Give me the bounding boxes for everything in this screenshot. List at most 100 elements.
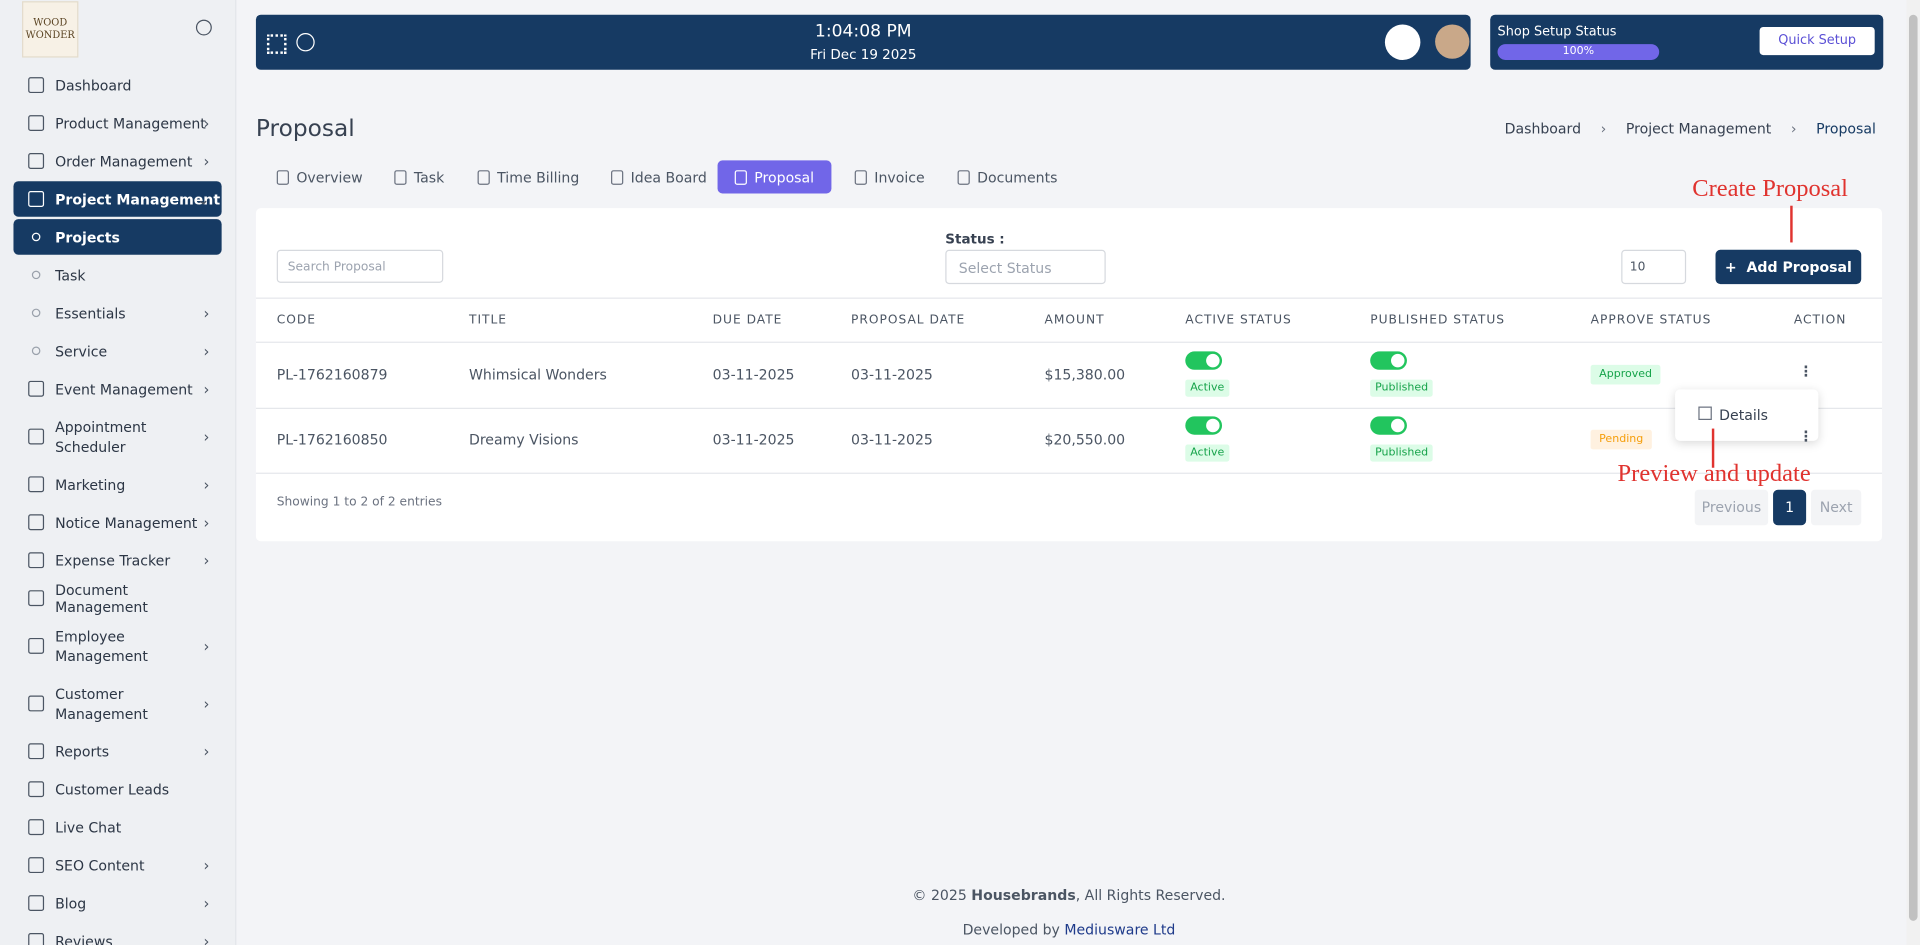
menu-item[interactable]: Essentials › [13, 295, 221, 331]
collapse-button[interactable] [195, 19, 212, 36]
status-select[interactable]: Select Status [945, 249, 1106, 285]
toggle[interactable] [1185, 351, 1223, 370]
menu-item[interactable]: Reports › [13, 733, 221, 769]
menu-label: Reviews [55, 932, 113, 945]
logo-text: WONDER [25, 29, 75, 41]
menu-item[interactable]: Product Management › [13, 105, 221, 141]
apps-icon[interactable] [266, 34, 287, 54]
add-proposal-button[interactable]: + Add Proposal [1715, 249, 1862, 285]
tab[interactable]: Proposal [717, 160, 832, 194]
menu-item[interactable]: Order Management › [13, 143, 221, 179]
tab[interactable]: Idea Board [594, 160, 724, 193]
developer-link[interactable]: Mediusware Ltd [1064, 920, 1176, 938]
cell: Dreamy Visions [468, 431, 579, 449]
column-header[interactable]: PROPOSAL DATE [851, 313, 966, 327]
column-header[interactable]: AMOUNT [1044, 313, 1105, 327]
tab-icon [276, 169, 289, 185]
menu-icon [28, 380, 45, 397]
action-button[interactable]: ⋮ [1798, 362, 1813, 380]
breadcrumb-item[interactable]: Dashboard [1504, 120, 1582, 138]
tab-icon [611, 169, 624, 185]
menu-item[interactable]: Task [13, 257, 221, 293]
menu-item[interactable]: Document Management [13, 580, 221, 616]
menu-item[interactable]: Appointment Scheduler › [13, 409, 221, 464]
menu-item[interactable]: Service › [13, 333, 221, 369]
column-header[interactable]: ACTIVE STATUS [1185, 313, 1292, 327]
toggle[interactable] [1370, 351, 1407, 370]
menu-icon [31, 346, 41, 356]
tab-icon [477, 169, 490, 185]
chevron: › [203, 932, 210, 945]
column-header[interactable]: DUE DATE [712, 313, 783, 327]
menu-label: Essentials [55, 304, 126, 322]
menu-item[interactable]: Marketing › [13, 467, 221, 503]
breadcrumb-item: Proposal [1816, 120, 1876, 138]
menu-label: Order Management [55, 152, 193, 170]
scroll-thumb[interactable] [1908, 14, 1918, 921]
toggle[interactable] [1370, 416, 1407, 435]
page-button[interactable]: 1 [1773, 489, 1807, 526]
tab[interactable]: Invoice [838, 160, 942, 193]
chevron: › [203, 427, 210, 446]
menu-item[interactable]: Dashboard [13, 67, 221, 103]
menu-icon [31, 232, 41, 242]
chevron: › [203, 114, 210, 132]
column-header[interactable]: CODE [276, 313, 317, 327]
menu-label: Expense Tracker [55, 551, 171, 569]
menu-item[interactable]: Blog › [13, 885, 221, 921]
menu-item[interactable]: Customer Management › [13, 676, 221, 731]
menu-icon [28, 77, 45, 94]
menu-item[interactable]: Expense Tracker › [13, 542, 221, 578]
logo-text: WOOD [33, 17, 68, 29]
action-button[interactable]: ⋮ [1798, 427, 1813, 445]
topbar: 1:04:08 PM Fri Dec 19 2025 [255, 14, 1471, 70]
tab-label: Invoice [874, 168, 925, 186]
column-header[interactable]: TITLE [468, 313, 508, 327]
tab-label: Task [413, 168, 445, 186]
menu-label: Event Management [55, 380, 193, 398]
avatar[interactable] [1435, 24, 1470, 59]
tab[interactable]: Time Billing [460, 160, 596, 193]
menu-item[interactable]: SEO Content › [13, 847, 221, 883]
tab[interactable]: Task [377, 160, 461, 193]
menu-label: SEO Content [55, 856, 145, 874]
search-input[interactable]: Search Proposal [276, 249, 444, 283]
toggle[interactable] [1185, 416, 1223, 435]
annotation: Create Proposal [1692, 175, 1848, 203]
menu-item[interactable]: Customer Leads [13, 771, 221, 807]
menu-label: Reports [55, 742, 110, 760]
developer-credit: Developed by Mediusware Ltd [235, 921, 1903, 938]
annotation-arrow [1790, 205, 1793, 243]
tab-icon [957, 169, 970, 185]
language-icon[interactable] [296, 33, 315, 52]
menu-item[interactable]: Reviews › [13, 923, 221, 945]
menu-item[interactable]: Live Chat [13, 809, 221, 845]
shop-setup-title: Shop Setup Status [1497, 24, 1617, 40]
logo[interactable]: WOOD WONDER [22, 1, 79, 58]
menu-item[interactable]: Project Management ⌄ [13, 181, 222, 217]
next-button[interactable]: Next [1811, 489, 1862, 526]
tab[interactable]: Overview [260, 160, 380, 193]
column-header[interactable]: APPROVE STATUS [1590, 313, 1712, 327]
menu-label: Customer Leads [55, 780, 170, 798]
timer-button[interactable] [1384, 24, 1421, 61]
quick-setup-button[interactable]: Quick Setup [1759, 26, 1875, 56]
credit-text: Developed by [962, 920, 1060, 938]
page-size-select[interactable]: 10 [1621, 249, 1687, 285]
menu-label: Customer Management [55, 685, 148, 722]
breadcrumb-item[interactable]: Project Management [1625, 120, 1772, 138]
column-header[interactable]: PUBLISHED STATUS [1370, 313, 1506, 327]
chevron: › [203, 742, 210, 760]
menu-item[interactable]: Event Management › [13, 371, 221, 407]
menu-item[interactable]: Notice Management › [13, 504, 221, 540]
previous-button[interactable]: Previous [1694, 489, 1769, 526]
cell: 03-11-2025 [851, 431, 933, 449]
menu-icon [31, 270, 41, 280]
menu-item[interactable]: Projects [13, 219, 222, 255]
menu-item[interactable]: Employee Management › [13, 618, 221, 673]
menu-icon [28, 933, 45, 945]
menu-icon [1698, 406, 1712, 421]
menu-icon [28, 857, 45, 874]
tab[interactable]: Documents [940, 160, 1074, 193]
menu-item[interactable]: Details [1698, 406, 1768, 424]
